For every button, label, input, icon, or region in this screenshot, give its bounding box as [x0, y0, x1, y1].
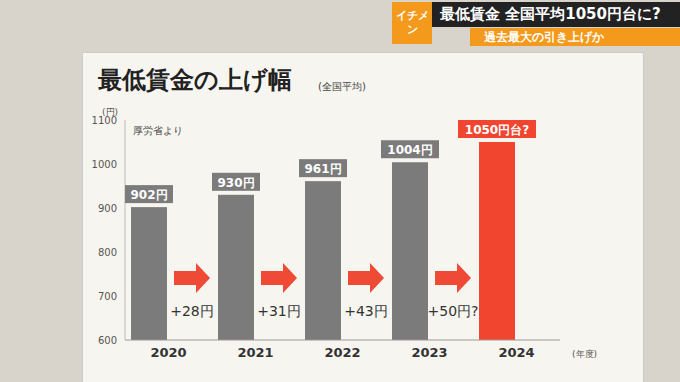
html-text:最低賃金 全国平均1050円台に?: 最低賃金 全国平均1050円台に? — [440, 5, 661, 23]
svg-text:930円: 930円 — [217, 176, 254, 190]
svg-text:2024: 2024 — [498, 345, 534, 360]
html-text:厚労省より: 厚労省より — [133, 125, 183, 136]
html-text:(円): (円) — [102, 107, 118, 117]
html-text:最低賃金の上げ幅: 最低賃金の上げ幅 — [98, 66, 292, 94]
svg-text:+31円: +31円 — [257, 303, 301, 319]
html-text:(年度): (年度) — [572, 349, 597, 359]
svg-text:2022: 2022 — [324, 345, 360, 360]
html-text:(全国平均): (全国平均) — [318, 81, 366, 92]
svg-text:961円: 961円 — [304, 162, 341, 176]
svg-text:1100: 1100 — [92, 115, 117, 126]
svg-text:2021: 2021 — [237, 345, 273, 360]
svg-text:+28円: +28円 — [170, 303, 214, 319]
html-text:過去最大の引き上げか: 過去最大の引き上げか — [484, 30, 604, 44]
svg-text:2020: 2020 — [150, 345, 186, 360]
svg-text:+43円: +43円 — [344, 303, 388, 319]
svg-text:800: 800 — [98, 247, 117, 258]
svg-text:700: 700 — [98, 291, 117, 302]
svg-text:600: 600 — [98, 335, 117, 346]
svg-text:1004円: 1004円 — [387, 143, 432, 157]
svg-text:+50円?: +50円? — [428, 303, 479, 319]
svg-text:2023: 2023 — [411, 345, 447, 360]
svg-text:902円: 902円 — [130, 188, 167, 202]
html-text:イチメン: イチメン — [395, 9, 429, 36]
svg-text:1000: 1000 — [92, 159, 117, 170]
svg-text:1050円台?: 1050円台? — [465, 123, 529, 137]
svg-text:900: 900 — [98, 203, 117, 214]
